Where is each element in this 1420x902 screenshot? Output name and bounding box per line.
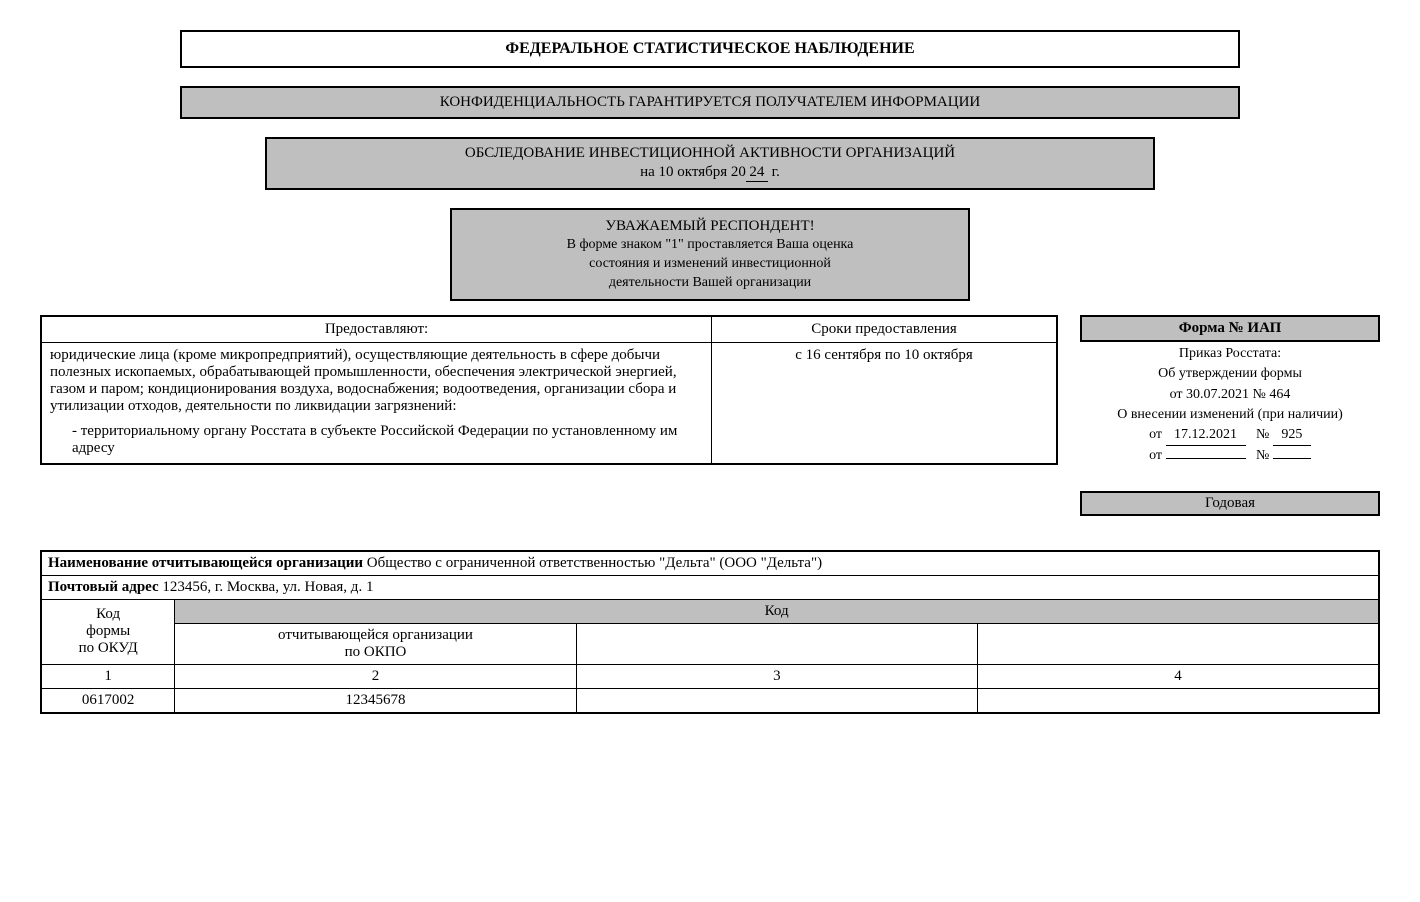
respondent-line2: состояния и изменений инвестиционной bbox=[462, 255, 958, 274]
provide-item-1: территориальному органу Росстата в субъе… bbox=[72, 423, 703, 457]
provide-header-deadline: Сроки предоставления bbox=[712, 316, 1057, 343]
amend-date-1: 17.12.2021 bbox=[1166, 425, 1246, 446]
colnum-2: 2 bbox=[175, 664, 576, 688]
amend-no-1: 925 bbox=[1273, 425, 1311, 446]
organization-table: Наименование отчитывающейся организации … bbox=[40, 550, 1380, 714]
survey-title-box: ОБСЛЕДОВАНИЕ ИНВЕСТИЦИОННОЙ АКТИВНОСТИ О… bbox=[265, 137, 1155, 190]
survey-title: ОБСЛЕДОВАНИЕ ИНВЕСТИЦИОННОЙ АКТИВНОСТИ О… bbox=[277, 145, 1143, 162]
amend-date-2 bbox=[1166, 458, 1246, 459]
respondent-line1: В форме знаком "1" проставляется Ваша оц… bbox=[462, 236, 958, 255]
okpo-value: 12345678 bbox=[175, 688, 576, 713]
org-name-label: Наименование отчитывающейся организации bbox=[48, 555, 363, 571]
amend-no-label-1: № bbox=[1256, 427, 1269, 442]
approval-line2: от 30.07.2021 № 464 bbox=[1080, 385, 1380, 405]
form-number: Форма № ИАП bbox=[1080, 315, 1380, 342]
org-addr-label: Почтовый адрес bbox=[48, 579, 159, 595]
org-name-row: Наименование отчитывающейся организации … bbox=[41, 551, 1379, 576]
confidentiality-banner: КОНФИДЕНЦИАЛЬНОСТЬ ГАРАНТИРУЕТСЯ ПОЛУЧАТ… bbox=[180, 86, 1240, 119]
amend-row-1: от 17.12.2021 № 925 bbox=[1080, 425, 1380, 446]
col3-value bbox=[576, 688, 977, 713]
respondent-box: УВАЖАЕМЫЙ РЕСПОНДЕНТ! В форме знаком "1"… bbox=[450, 208, 970, 301]
code-header: Код bbox=[175, 599, 1379, 623]
respondent-title: УВАЖАЕМЫЙ РЕСПОНДЕНТ! bbox=[462, 216, 958, 236]
amend-no-2 bbox=[1273, 458, 1311, 459]
amend-from-2: от bbox=[1149, 448, 1162, 463]
okud-label-1: Код bbox=[96, 606, 120, 622]
org-addr-row: Почтовый адрес 123456, г. Москва, ул. Но… bbox=[41, 575, 1379, 599]
okpo-label-2: по ОКПО bbox=[345, 644, 407, 660]
okpo-label-1: отчитывающейся организации bbox=[278, 627, 473, 643]
provide-body-text: юридические лица (кроме микропредприятий… bbox=[50, 347, 703, 415]
approval-line1: Об утверждении формы bbox=[1080, 364, 1380, 384]
survey-date-suffix: г. bbox=[768, 164, 780, 180]
amend-label: О внесении изменений (при наличии) bbox=[1080, 405, 1380, 425]
periodicity: Годовая bbox=[1080, 491, 1380, 516]
provide-header-who: Предоставляют: bbox=[41, 316, 712, 343]
colnum-1: 1 bbox=[41, 664, 175, 688]
order-label: Приказ Росстата: bbox=[1080, 344, 1380, 364]
okud-label-3: по ОКУД bbox=[79, 640, 138, 656]
survey-date-prefix: на 10 октября 20 bbox=[640, 164, 746, 180]
provide-table: Предоставляют: Сроки предоставления юрид… bbox=[40, 315, 1058, 465]
okpo-label-cell: отчитывающейся организации по ОКПО bbox=[175, 623, 576, 664]
survey-year: 24 bbox=[746, 164, 768, 182]
org-addr-value: 123456, г. Москва, ул. Новая, д. 1 bbox=[162, 579, 373, 595]
col4-value bbox=[978, 688, 1379, 713]
org-name-value: Общество с ограниченной ответственностью… bbox=[367, 555, 822, 571]
form-meta-body: Приказ Росстата: Об утверждении формы от… bbox=[1080, 344, 1380, 467]
okud-label-cell: Код формы по ОКУД bbox=[41, 599, 175, 664]
form-meta: Форма № ИАП Приказ Росстата: Об утвержде… bbox=[1080, 315, 1380, 516]
code-col4-header bbox=[978, 623, 1379, 664]
respondent-line3: деятельности Вашей организации bbox=[462, 274, 958, 293]
amend-row-2: от № bbox=[1080, 446, 1380, 466]
provide-deadline: с 16 сентября по 10 октября bbox=[712, 342, 1057, 464]
code-col3-header bbox=[576, 623, 977, 664]
okud-value: 0617002 bbox=[41, 688, 175, 713]
amend-from-1: от bbox=[1149, 427, 1162, 442]
survey-date: на 10 октября 2024 г. bbox=[277, 164, 1143, 182]
colnum-4: 4 bbox=[978, 664, 1379, 688]
federal-header: ФЕДЕРАЛЬНОЕ СТАТИСТИЧЕСКОЕ НАБЛЮДЕНИЕ bbox=[180, 30, 1240, 68]
amend-no-label-2: № bbox=[1256, 448, 1269, 463]
okud-label-2: формы bbox=[86, 623, 130, 639]
colnum-3: 3 bbox=[576, 664, 977, 688]
provide-body-cell: юридические лица (кроме микропредприятий… bbox=[41, 342, 712, 464]
